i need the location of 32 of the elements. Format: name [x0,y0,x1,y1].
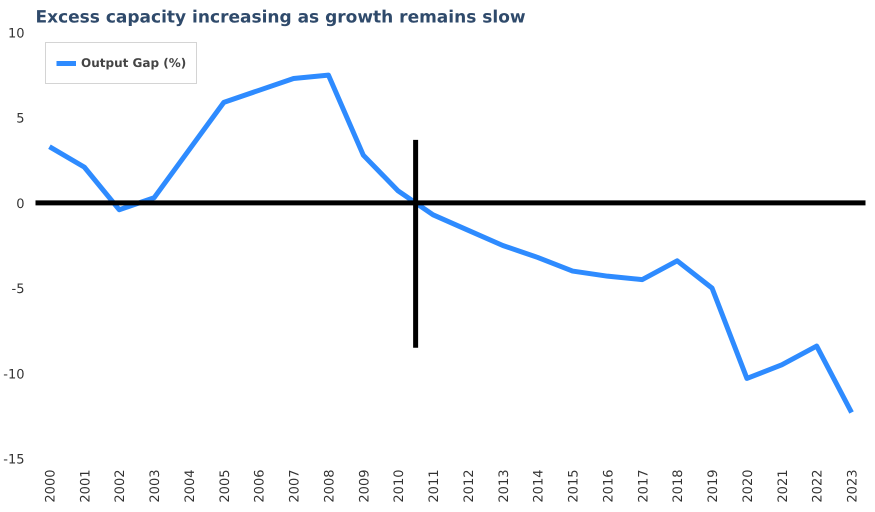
y-tick-label: -5 [12,282,25,298]
x-tick-label: 2015 [566,469,582,503]
y-tick-label: 0 [16,196,25,212]
x-tick-label: 2009 [357,469,372,503]
x-tick-label: 2001 [78,469,94,503]
x-tick-label: 2019 [706,469,722,503]
x-tick-label: 2010 [392,469,408,503]
legend-label: Output Gap (%) [81,56,186,70]
x-tick-label: 2020 [740,469,756,503]
x-tick-label: 2013 [496,469,512,503]
chart-title: Excess capacity increasing as growth remains slow [36,8,526,28]
y-tick-label: -10 [3,367,24,382]
x-tick-label: 2021 [776,469,791,503]
x-tick-label: 2004 [182,469,198,503]
x-tick-label: 2003 [148,469,164,503]
x-tick-label: 2014 [532,469,547,503]
x-tick-label: 2006 [252,469,268,503]
x-tick-label: 2018 [671,469,686,503]
x-tick-label: 2012 [462,469,477,503]
x-tick-label: 2022 [810,469,826,503]
y-tick-label: 5 [16,112,25,127]
x-tick-label: 2023 [846,469,861,503]
x-tick-label: 2000 [43,469,58,503]
y-tick-label: 10 [8,26,25,42]
x-tick-label: 2011 [427,469,442,503]
x-tick-label: 2017 [636,469,652,503]
x-tick-label: 2007 [288,469,303,503]
y-tick-label: -15 [3,452,24,468]
x-tick-label: 2005 [218,469,233,503]
x-tick-label: 2008 [322,469,338,503]
x-tick-label: 2016 [601,469,616,503]
x-tick-label: 2002 [113,469,128,503]
